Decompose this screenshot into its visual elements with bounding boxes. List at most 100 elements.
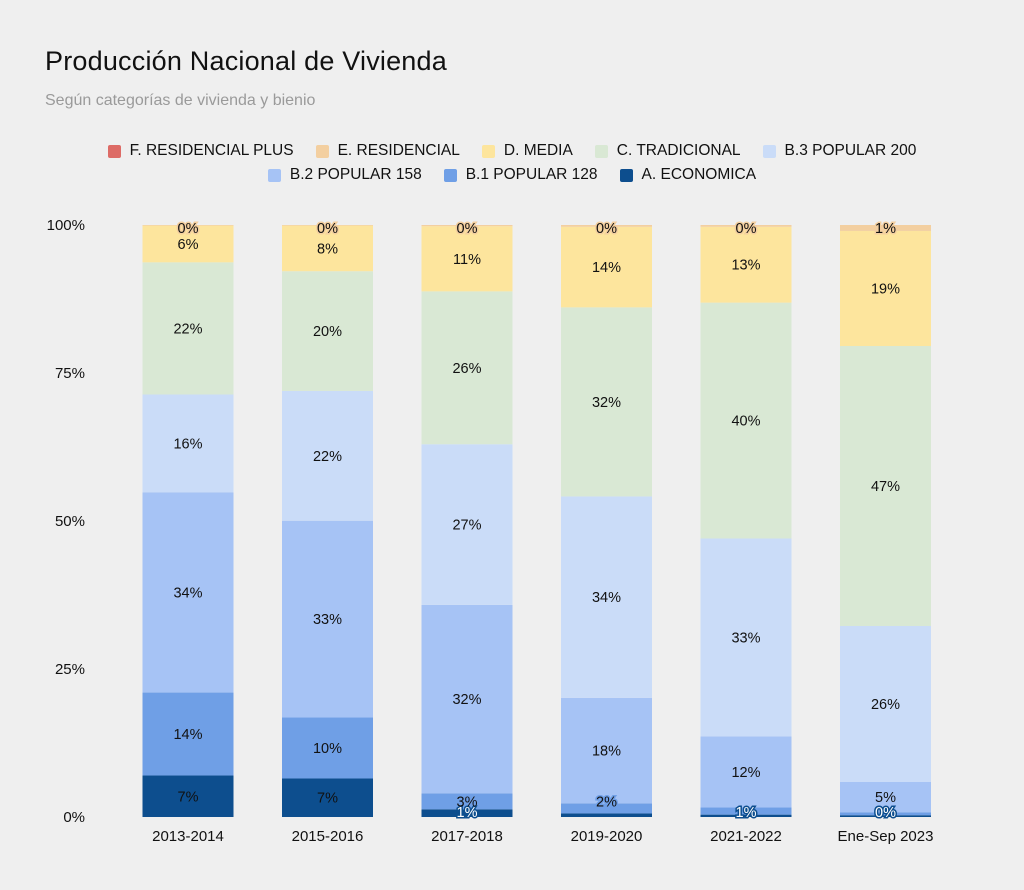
bar-segment[interactable] bbox=[421, 444, 513, 605]
data-label: 13% bbox=[731, 258, 760, 274]
data-label: 0% bbox=[736, 221, 757, 237]
data-label: 1% bbox=[875, 221, 896, 237]
bar-segment[interactable] bbox=[561, 697, 652, 804]
data-label: 26% bbox=[452, 361, 481, 377]
legend-item[interactable]: B.1 POPULAR 128 bbox=[443, 166, 598, 184]
data-label: 32% bbox=[452, 692, 481, 708]
x-tick-label: 2019-2020 bbox=[571, 828, 643, 845]
data-label: 8% bbox=[317, 241, 338, 257]
bar-segment[interactable] bbox=[700, 225, 792, 227]
legend-item[interactable]: F. RESIDENCIAL PLUS bbox=[107, 142, 294, 160]
legend-row: F. RESIDENCIAL PLUS E. RESIDENCIAL D. MEDI… bbox=[0, 139, 1024, 163]
x-tick-label: 2013-2014 bbox=[152, 828, 224, 845]
bar-segment[interactable] bbox=[282, 271, 373, 391]
data-label: 47% bbox=[871, 479, 900, 495]
bar-segment[interactable] bbox=[282, 390, 373, 521]
bar-segment[interactable] bbox=[700, 302, 792, 539]
bar-segment[interactable] bbox=[561, 496, 652, 698]
legend-item[interactable]: D. MEDIA bbox=[481, 142, 573, 160]
legend-label: D. MEDIA bbox=[503, 142, 573, 159]
y-tick-label: 0% bbox=[63, 809, 85, 826]
bar-segment[interactable] bbox=[700, 814, 792, 817]
chart-title: Producción Nacional de Vivienda bbox=[45, 46, 447, 76]
bar-segment[interactable] bbox=[561, 226, 652, 308]
bar-segment[interactable] bbox=[142, 492, 234, 693]
data-label: 2% bbox=[596, 794, 617, 810]
bar-segment[interactable] bbox=[840, 225, 931, 231]
data-label: 34% bbox=[173, 585, 202, 601]
bar-segment[interactable] bbox=[840, 625, 931, 783]
bar-segment[interactable] bbox=[282, 778, 373, 817]
data-label: 7% bbox=[178, 789, 199, 805]
bar-segment[interactable] bbox=[561, 225, 652, 227]
bar-segment[interactable] bbox=[840, 812, 931, 816]
legend-swatch bbox=[481, 144, 495, 158]
x-tick-label: 2017-2018 bbox=[431, 828, 503, 845]
bar-segment[interactable] bbox=[282, 225, 373, 226]
bar-segment[interactable] bbox=[282, 225, 373, 272]
legend-swatch bbox=[619, 168, 633, 182]
data-label: 0% bbox=[317, 221, 338, 237]
data-label: 1% bbox=[457, 805, 478, 821]
data-label: 1% bbox=[736, 805, 757, 821]
data-label: 18% bbox=[592, 744, 621, 760]
legend-swatch bbox=[267, 168, 281, 182]
legend-item[interactable]: B.3 POPULAR 200 bbox=[762, 142, 916, 160]
data-label: 0% bbox=[596, 221, 617, 237]
bar-segment[interactable] bbox=[421, 809, 513, 817]
legend-item[interactable]: A. ECONOMICA bbox=[619, 166, 756, 184]
legend-label: B.1 POPULAR 128 bbox=[465, 166, 598, 183]
data-label: 22% bbox=[173, 321, 202, 337]
bar-segment[interactable] bbox=[700, 807, 792, 815]
y-tick-label: 75% bbox=[55, 365, 85, 382]
legend-item[interactable]: C. TRADICIONAL bbox=[594, 142, 741, 160]
bar-segment[interactable] bbox=[561, 813, 652, 817]
x-tick-label: 2021-2022 bbox=[710, 828, 782, 845]
bar-segment[interactable] bbox=[421, 291, 513, 445]
bar-segment[interactable] bbox=[282, 717, 373, 779]
bar-segment[interactable] bbox=[561, 803, 652, 814]
data-label: 0% bbox=[875, 805, 896, 821]
bar-segment[interactable] bbox=[840, 815, 931, 817]
data-label: 14% bbox=[173, 727, 202, 743]
data-label: 20% bbox=[313, 324, 342, 340]
bar-segment[interactable] bbox=[142, 394, 234, 493]
bar-segment[interactable] bbox=[840, 782, 931, 813]
bar-segment[interactable] bbox=[700, 226, 792, 303]
data-label: 3% bbox=[457, 794, 478, 810]
legend-item[interactable]: B.2 POPULAR 158 bbox=[267, 166, 422, 184]
legend-label: F. RESIDENCIAL PLUS bbox=[129, 142, 294, 159]
data-label: 0% bbox=[178, 221, 199, 237]
data-label: 11% bbox=[453, 252, 481, 268]
bar-segment[interactable] bbox=[142, 692, 234, 776]
legend-swatch bbox=[315, 144, 329, 158]
bar-segment[interactable] bbox=[142, 225, 234, 263]
y-tick-label: 50% bbox=[55, 513, 85, 530]
bar-segment[interactable] bbox=[421, 793, 513, 810]
legend-item[interactable]: E. RESIDENCIAL bbox=[315, 142, 460, 160]
data-label: 22% bbox=[313, 449, 342, 465]
bar-segment[interactable] bbox=[282, 520, 373, 718]
data-label: 16% bbox=[173, 436, 202, 452]
data-label: 6% bbox=[178, 237, 199, 253]
data-label: 0% bbox=[457, 221, 478, 237]
data-label: 27% bbox=[452, 518, 481, 534]
bar-segment[interactable] bbox=[421, 604, 513, 794]
data-label: 7% bbox=[317, 791, 338, 807]
legend-swatch bbox=[443, 168, 457, 182]
bar-segment[interactable] bbox=[561, 307, 652, 497]
data-label: 19% bbox=[871, 281, 900, 297]
bar-segment[interactable] bbox=[840, 346, 931, 626]
bar-segment[interactable] bbox=[700, 736, 792, 808]
data-label: 26% bbox=[871, 697, 900, 713]
bar-segment[interactable] bbox=[421, 226, 513, 292]
bar-segment[interactable] bbox=[700, 538, 792, 737]
bar-segment[interactable] bbox=[142, 775, 234, 817]
bar-segment[interactable] bbox=[840, 230, 931, 347]
legend-label: B.2 POPULAR 158 bbox=[289, 166, 422, 183]
bar-segment[interactable] bbox=[421, 225, 513, 227]
data-label: 34% bbox=[592, 590, 621, 606]
bar-segment[interactable] bbox=[142, 225, 234, 226]
data-label: 12% bbox=[731, 765, 760, 781]
bar-segment[interactable] bbox=[142, 262, 234, 395]
